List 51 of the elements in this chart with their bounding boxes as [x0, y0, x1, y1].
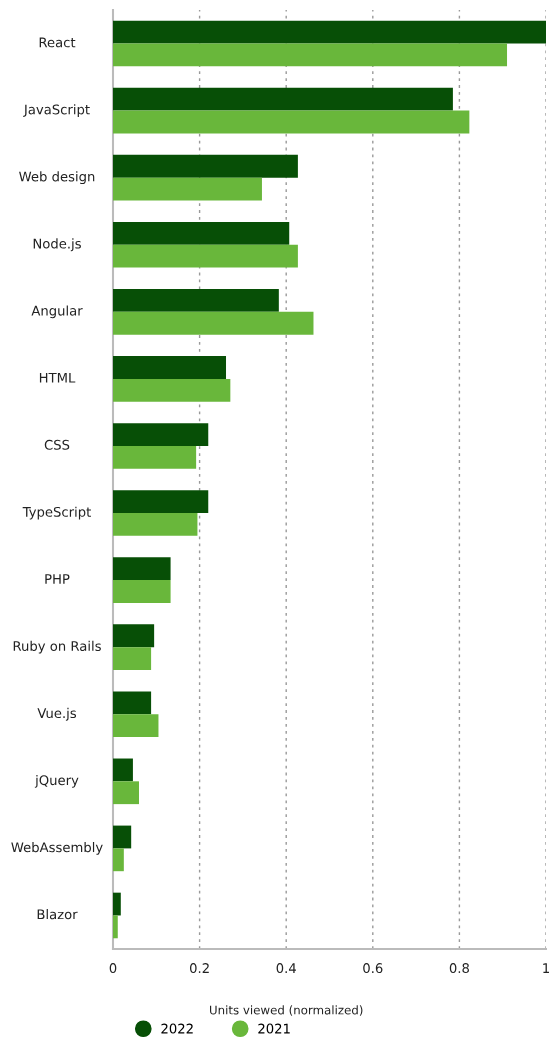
- bar: [113, 221, 290, 245]
- bar: [113, 647, 152, 670]
- x-axis-title: Units viewed (normalized): [210, 1005, 363, 1016]
- y-tick-label: jQuery: [34, 774, 79, 788]
- bar: [113, 892, 121, 916]
- bar: [113, 423, 209, 446]
- x-tick-label: 0: [109, 963, 117, 974]
- legend-label: 2021: [258, 1023, 290, 1034]
- bar: [113, 177, 262, 201]
- y-tick-label: Vue.js: [37, 707, 77, 721]
- bar: [113, 87, 453, 111]
- y-tick-label: WebAssembly: [11, 842, 103, 855]
- y-tick-label: JavaScript: [23, 104, 90, 117]
- bar: [113, 691, 152, 715]
- y-tick-label: React: [39, 37, 76, 48]
- y-tick-label: TypeScript: [22, 506, 91, 520]
- bar: [113, 714, 159, 738]
- bar: [113, 557, 171, 581]
- bar: [113, 490, 209, 514]
- x-tick-label: 0.4: [276, 963, 296, 974]
- x-tick-label: 0.8: [449, 963, 469, 974]
- bar: [113, 445, 197, 469]
- bar: [113, 378, 231, 402]
- y-tick-label: HTML: [39, 372, 76, 383]
- bar: [113, 311, 314, 335]
- y-tick-label: Angular: [31, 305, 83, 319]
- bar: [113, 758, 133, 782]
- y-tick-label: PHP: [45, 574, 70, 584]
- bar: [113, 110, 470, 134]
- bar: [113, 356, 227, 379]
- bar: [113, 624, 155, 648]
- y-tick-label: Web design: [19, 171, 95, 185]
- bar: [113, 915, 118, 939]
- bar: [113, 154, 298, 178]
- x-tick-label: 0.6: [363, 963, 383, 974]
- bar: [113, 781, 139, 805]
- bar: [113, 244, 298, 268]
- bar: [113, 513, 198, 536]
- legend-label: 2022: [161, 1023, 193, 1034]
- bar: [113, 289, 279, 312]
- y-tick-label: Blazor: [37, 909, 78, 920]
- bar: [113, 43, 508, 67]
- bar: [113, 848, 124, 872]
- bar: [113, 825, 132, 849]
- x-tick-label: 0.2: [189, 963, 209, 974]
- y-tick-label: Ruby on Rails: [13, 640, 101, 654]
- bar: [113, 580, 171, 603]
- y-tick-label: CSS: [44, 439, 70, 450]
- bar: [113, 20, 546, 44]
- x-tick-label: 1: [543, 963, 549, 973]
- y-tick-label: Node.js: [33, 238, 81, 252]
